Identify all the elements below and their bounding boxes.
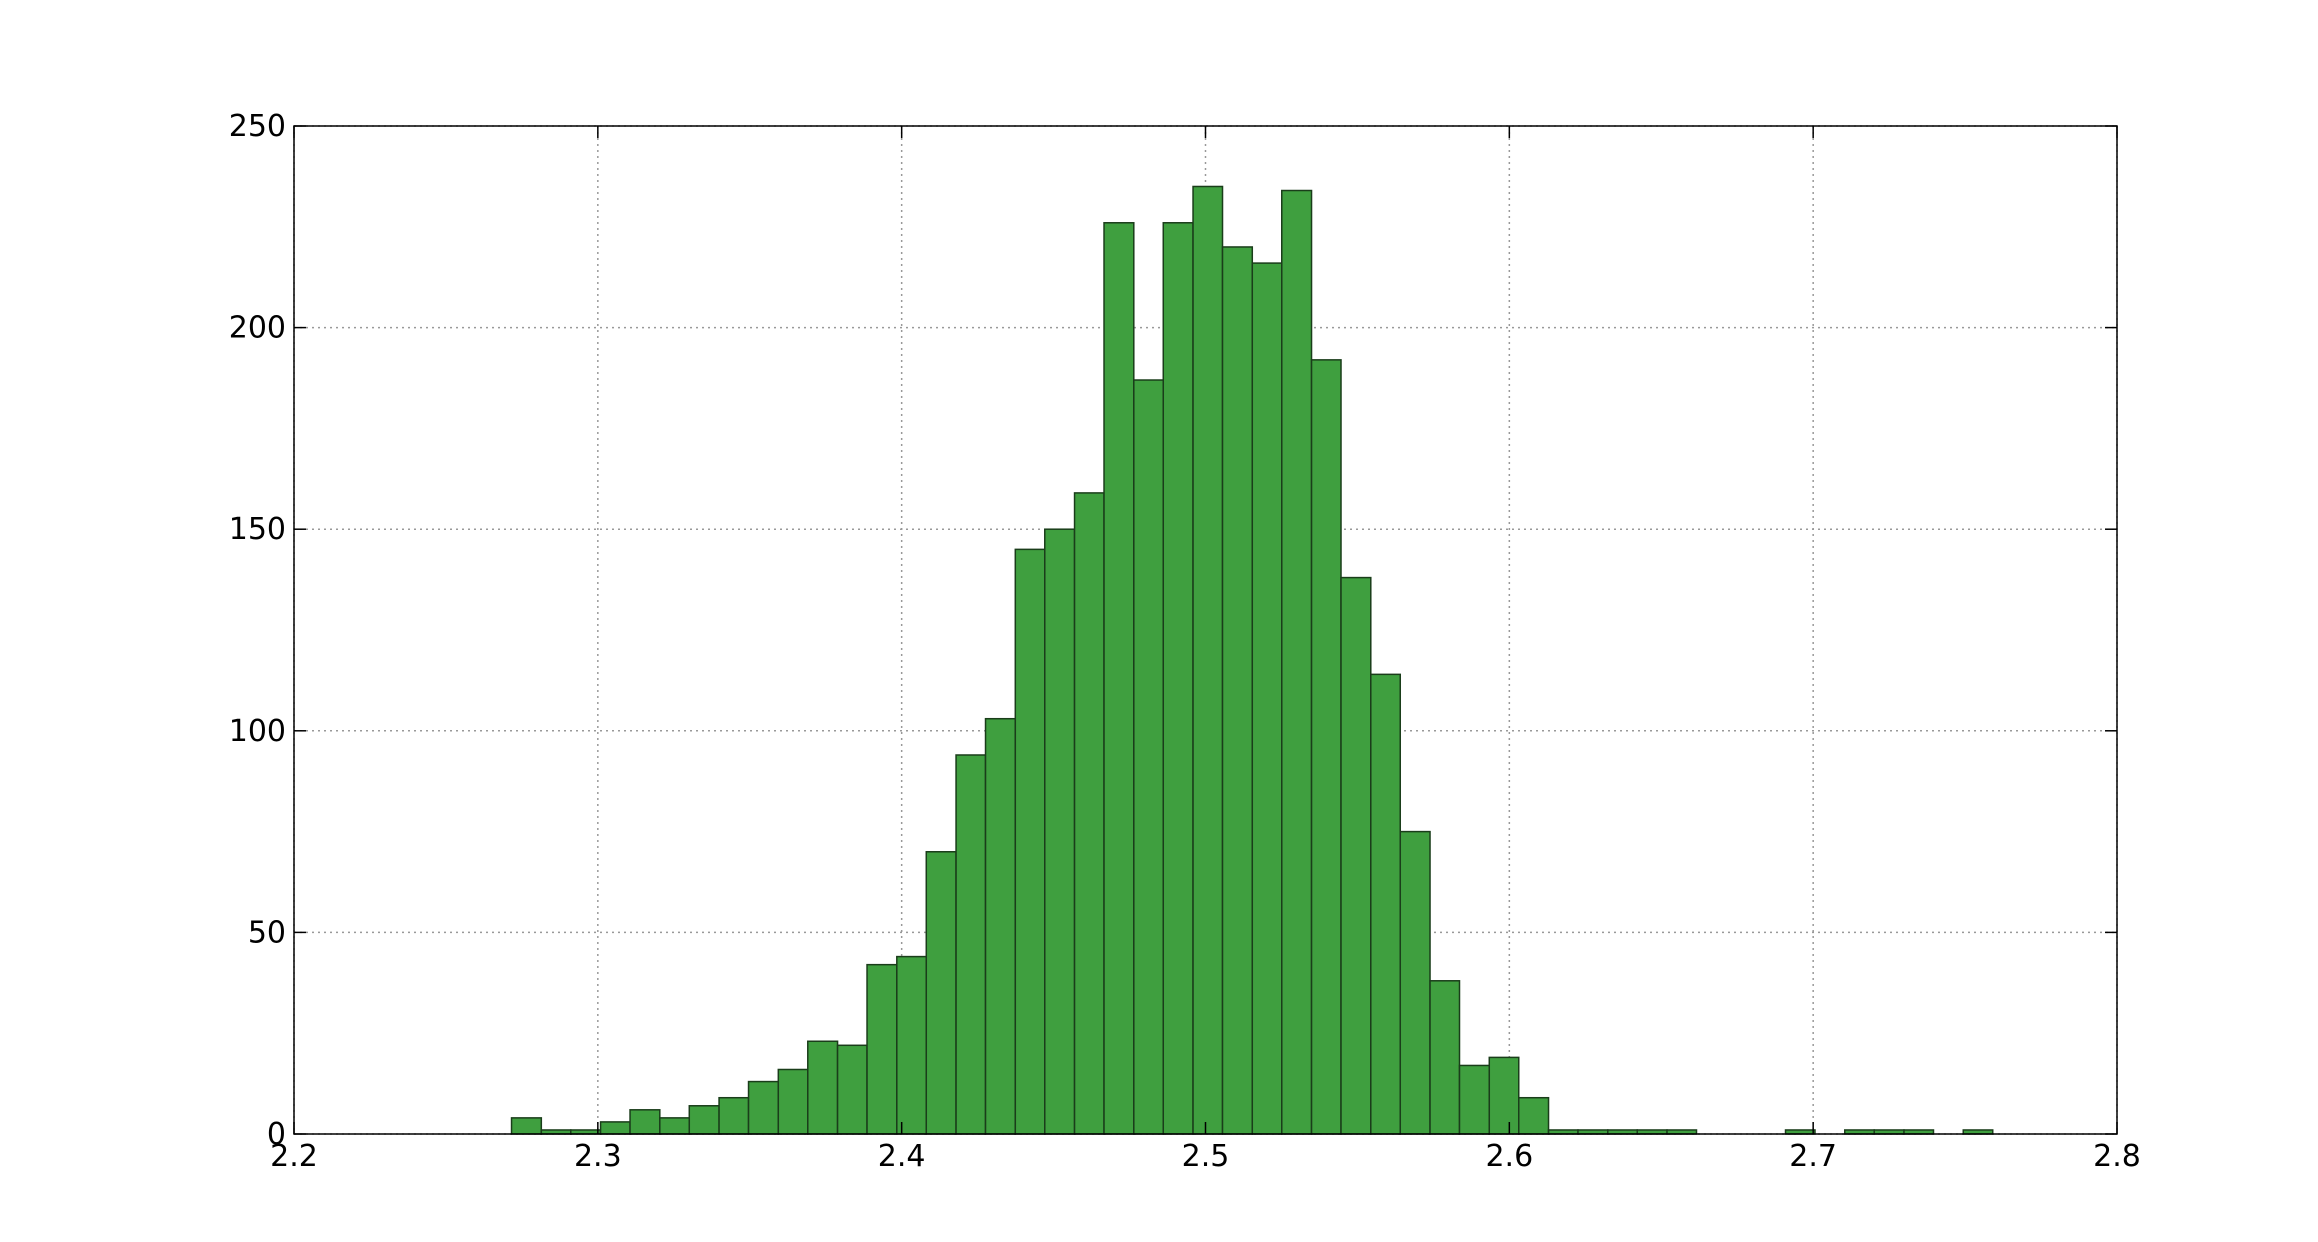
x-tick-label: 2.3 — [574, 1139, 622, 1174]
bar — [866, 963, 898, 1135]
bar — [925, 851, 957, 1135]
bar — [659, 1117, 691, 1135]
bar — [747, 1080, 780, 1135]
bar — [1488, 1056, 1520, 1135]
bar — [836, 1044, 868, 1135]
bar — [1133, 379, 1165, 1135]
bar — [1399, 830, 1431, 1135]
bar — [1192, 185, 1224, 1135]
bar — [896, 955, 928, 1135]
x-tick-label: 2.4 — [878, 1139, 926, 1174]
y-tick-label: 50 — [248, 915, 286, 950]
bar — [984, 717, 1017, 1135]
bar — [1340, 576, 1372, 1135]
bar — [1518, 1096, 1550, 1135]
bar — [807, 1040, 839, 1135]
bar — [718, 1096, 750, 1135]
y-tick-label: 250 — [229, 109, 286, 144]
bar — [1458, 1064, 1491, 1135]
bar — [629, 1109, 661, 1135]
x-tick-label: 2.8 — [2093, 1139, 2141, 1174]
bar — [1014, 548, 1046, 1135]
bar — [510, 1117, 543, 1135]
x-tick-label: 2.6 — [1485, 1139, 1533, 1174]
bar — [1310, 359, 1342, 1135]
bar — [599, 1121, 631, 1135]
y-tick-label: 200 — [229, 311, 286, 346]
bar — [1162, 222, 1194, 1135]
bar — [1103, 222, 1135, 1135]
bar — [955, 754, 987, 1135]
bar — [1044, 528, 1076, 1135]
bar — [1281, 189, 1313, 1135]
y-tick-label: 0 — [267, 1117, 286, 1152]
bar — [1251, 262, 1283, 1135]
x-tick-label: 2.2 — [270, 1139, 318, 1174]
x-tick-label: 2.5 — [1182, 1139, 1230, 1174]
bar — [688, 1105, 720, 1135]
bar — [1429, 980, 1461, 1135]
y-tick-label: 100 — [229, 714, 286, 749]
bar — [1370, 673, 1402, 1135]
plot-frame — [293, 125, 2118, 1135]
bar — [1221, 246, 1254, 1135]
y-tick-label: 150 — [229, 512, 286, 547]
bar — [1073, 492, 1105, 1135]
x-tick-label: 2.7 — [1789, 1139, 1837, 1174]
axes-layer: 2.2 2.3 2.4 2.5 2.6 2.7 2.8 0 50 100 150 200 250 — [229, 109, 2141, 1174]
bar — [777, 1068, 809, 1135]
